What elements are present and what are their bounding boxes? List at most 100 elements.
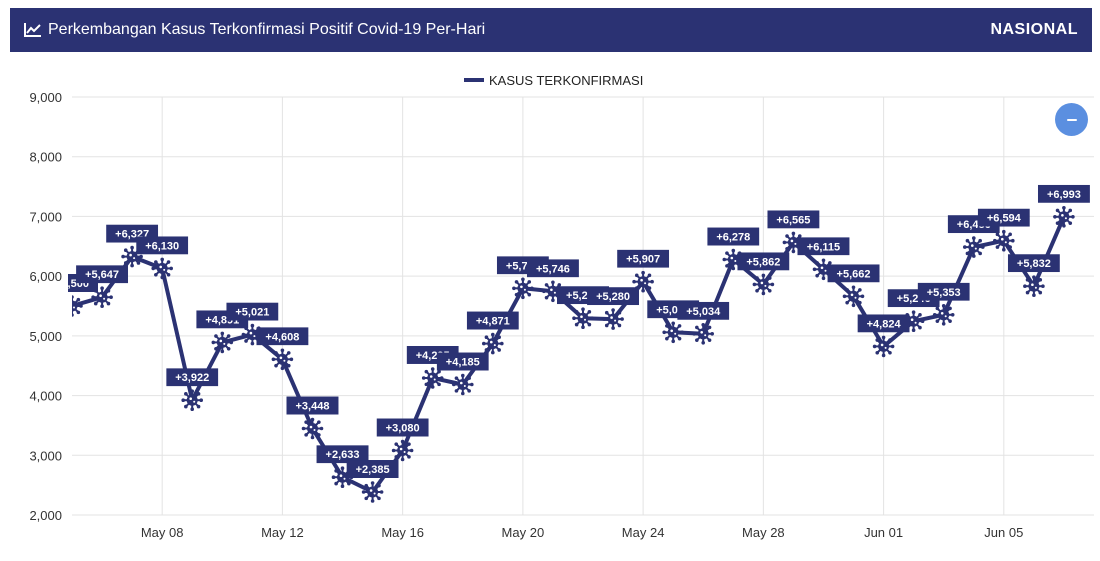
data-point-marker[interactable] xyxy=(91,286,113,308)
line-chart: 2,000 3,000 4,000 5,000 6,000 7,000 8,000 9,000… xyxy=(29,73,1094,540)
svg-text:+2,633: +2,633 xyxy=(326,449,360,461)
line-chart-icon xyxy=(24,22,42,38)
data-label: +6,594 xyxy=(977,208,1030,227)
svg-text:+4,824: +4,824 xyxy=(867,318,902,330)
data-label: +3,080 xyxy=(376,418,429,437)
data-point-marker[interactable] xyxy=(301,417,324,440)
data-point-marker[interactable] xyxy=(662,321,684,344)
svg-text:+5,662: +5,662 xyxy=(837,268,871,280)
y-tick-label: 5,000 xyxy=(29,329,62,344)
data-markers xyxy=(61,206,1075,503)
y-tick-label: 4,000 xyxy=(29,389,62,404)
data-point-marker[interactable] xyxy=(482,332,504,355)
data-label: +5,353 xyxy=(917,282,970,301)
x-tick-label: Jun 05 xyxy=(984,525,1023,540)
data-label: +5,021 xyxy=(226,302,279,321)
y-tick-label: 9,000 xyxy=(29,90,62,105)
data-point-marker[interactable] xyxy=(963,236,985,258)
y-tick-label: 3,000 xyxy=(29,448,62,463)
svg-text:+5,832: +5,832 xyxy=(1017,258,1051,270)
data-label: +5,647 xyxy=(76,265,129,284)
data-point-marker[interactable] xyxy=(452,373,474,396)
data-label: +6,993 xyxy=(1037,184,1090,203)
data-point-marker[interactable] xyxy=(61,295,83,317)
svg-text:+4,871: +4,871 xyxy=(476,316,510,328)
x-axis: May 08 May 12 May 16 May 20 May 24 May 28 Jun … xyxy=(141,525,1023,540)
x-tick-label: Jun 01 xyxy=(864,525,903,540)
data-label: +6,130 xyxy=(136,236,189,255)
y-axis: 2,000 3,000 4,000 5,000 6,000 7,000 8,000 9,000 xyxy=(29,90,62,523)
data-label: +5,662 xyxy=(827,264,880,283)
data-point-marker[interactable] xyxy=(271,348,294,371)
data-point-marker[interactable] xyxy=(391,439,414,462)
svg-text:+2,385: +2,385 xyxy=(356,464,390,476)
data-label: +2,385 xyxy=(346,460,399,479)
data-label: +4,608 xyxy=(256,327,309,346)
data-point-marker[interactable] xyxy=(1053,206,1075,228)
x-tick-label: May 24 xyxy=(622,525,665,540)
svg-text:+5,746: +5,746 xyxy=(536,263,570,275)
grid-lines xyxy=(72,96,1094,516)
x-tick-label: May 16 xyxy=(381,525,424,540)
svg-text:+6,278: +6,278 xyxy=(716,232,750,244)
y-tick-label: 7,000 xyxy=(29,209,62,224)
data-label: +5,746 xyxy=(526,259,579,278)
data-point-marker[interactable] xyxy=(752,273,775,296)
scope-badge: NASIONAL xyxy=(990,21,1078,38)
x-tick-label: May 28 xyxy=(742,525,785,540)
svg-text:+5,280: +5,280 xyxy=(596,291,630,303)
data-point-marker[interactable] xyxy=(993,229,1015,252)
svg-text:+3,922: +3,922 xyxy=(175,372,209,384)
y-tick-label: 6,000 xyxy=(29,269,62,284)
data-point-marker[interactable] xyxy=(1023,275,1045,297)
data-label: +5,280 xyxy=(587,287,640,306)
data-label: +4,824 xyxy=(857,314,910,333)
svg-text:+5,034: +5,034 xyxy=(686,306,721,318)
minus-icon xyxy=(1066,118,1077,121)
data-label: +5,034 xyxy=(677,301,730,320)
data-point-marker[interactable] xyxy=(361,481,384,503)
header-left: Perkembangan Kasus Terkonfirmasi Positif… xyxy=(24,21,485,39)
data-point-marker[interactable] xyxy=(842,285,865,308)
data-label: +3,922 xyxy=(166,368,219,387)
data-point-marker[interactable] xyxy=(602,308,624,330)
svg-text:+6,130: +6,130 xyxy=(145,240,179,252)
data-point-marker[interactable] xyxy=(211,331,234,354)
data-point-marker[interactable] xyxy=(872,335,895,358)
data-label: +5,907 xyxy=(617,249,670,268)
svg-text:+5,907: +5,907 xyxy=(626,254,660,266)
data-point-marker[interactable] xyxy=(782,231,805,254)
svg-text:+5,021: +5,021 xyxy=(235,307,269,319)
data-label: +5,832 xyxy=(1007,254,1060,273)
data-label: +5,862 xyxy=(737,252,790,271)
legend-swatch xyxy=(464,78,484,82)
data-point-marker[interactable] xyxy=(572,307,594,329)
data-point-marker[interactable] xyxy=(151,257,173,280)
data-label: +6,565 xyxy=(767,210,820,229)
chart-title: Perkembangan Kasus Terkonfirmasi Positif… xyxy=(48,21,486,38)
series-path xyxy=(72,214,1066,494)
data-point-marker[interactable] xyxy=(512,277,534,300)
svg-text:+6,565: +6,565 xyxy=(776,214,810,226)
data-point-marker[interactable] xyxy=(181,389,203,411)
x-tick-label: May 20 xyxy=(502,525,545,540)
y-tick-label: 8,000 xyxy=(29,150,62,165)
svg-text:+4,185: +4,185 xyxy=(446,357,480,369)
chart-area: 2,000 3,000 4,000 5,000 6,000 7,000 8,000 9,000… xyxy=(0,56,1100,556)
chart-header: Perkembangan Kasus Terkonfirmasi Positif… xyxy=(10,8,1092,52)
svg-text:+5,353: +5,353 xyxy=(927,287,961,299)
legend-label: KASUS TERKONFIRMASI xyxy=(489,73,643,88)
y-tick-label: 2,000 xyxy=(29,508,62,523)
data-label: +4,185 xyxy=(436,352,489,371)
legend[interactable]: KASUS TERKONFIRMASI xyxy=(464,73,643,88)
svg-text:+3,080: +3,080 xyxy=(386,423,420,435)
svg-text:+5,862: +5,862 xyxy=(746,256,780,268)
data-point-marker[interactable] xyxy=(692,323,714,345)
data-point-marker[interactable] xyxy=(632,270,654,293)
zoom-out-button[interactable] xyxy=(1055,103,1088,136)
data-point-marker[interactable] xyxy=(932,304,955,326)
svg-text:+4,608: +4,608 xyxy=(265,331,299,343)
x-tick-label: May 08 xyxy=(141,525,184,540)
data-point-marker[interactable] xyxy=(421,367,444,389)
data-label: +4,871 xyxy=(466,311,519,330)
